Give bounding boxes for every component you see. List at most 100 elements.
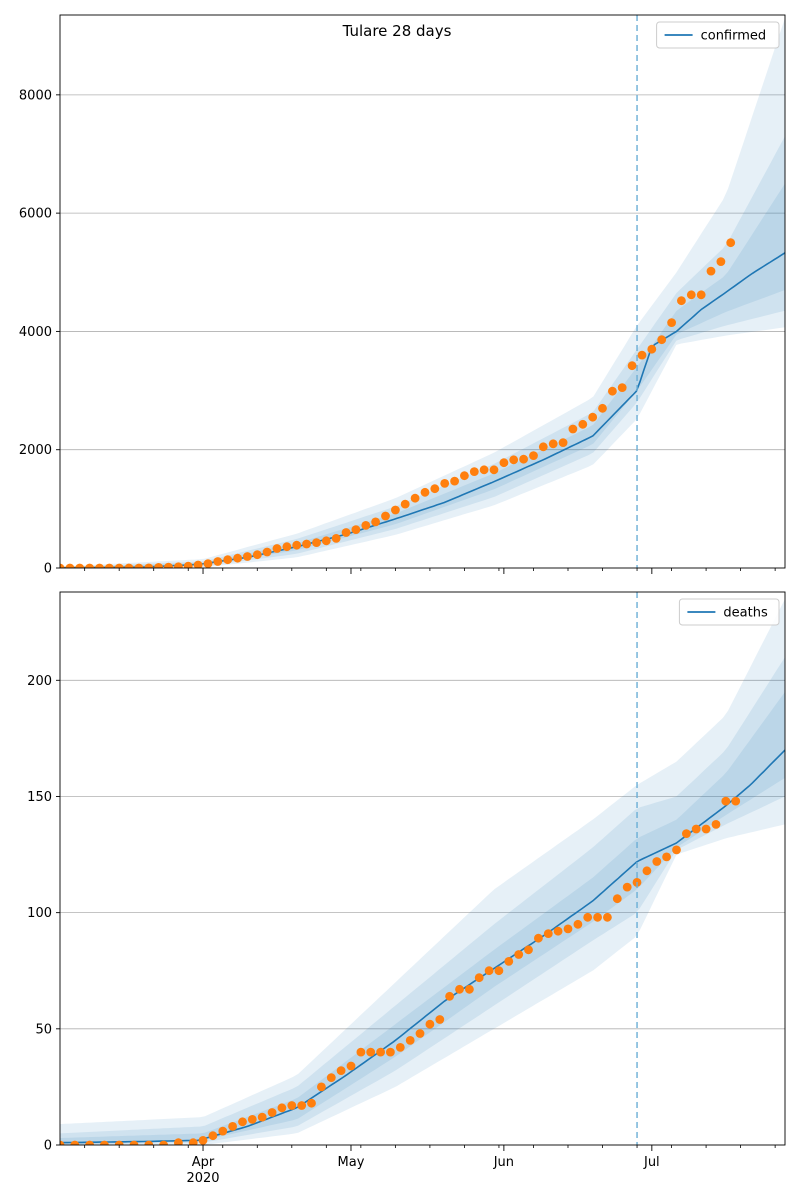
observed-point <box>203 559 213 568</box>
observed-point <box>701 824 711 834</box>
observed-point <box>469 467 479 476</box>
observed-point <box>223 555 233 565</box>
observed-point <box>381 511 390 521</box>
band-50pct <box>60 183 785 568</box>
y-tick-label: 0 <box>44 562 52 577</box>
observed-point <box>538 442 548 452</box>
y-tick-label: 50 <box>35 1022 52 1037</box>
observed-point <box>524 945 533 955</box>
observed-point <box>114 563 124 568</box>
observed-point <box>499 458 509 468</box>
observed-point <box>440 479 450 488</box>
y-tick-label: 6000 <box>19 207 52 222</box>
observed-point <box>504 957 514 966</box>
observed-point <box>366 1047 376 1057</box>
observed-point <box>435 1015 445 1024</box>
observed-point <box>617 383 627 392</box>
observed-point <box>608 386 617 396</box>
legend-label: deaths <box>723 606 768 621</box>
observed-point <box>627 361 637 371</box>
band-50pct <box>60 691 785 1145</box>
observed-point <box>519 454 528 464</box>
observed-point <box>391 505 400 515</box>
observed-point <box>277 1103 287 1113</box>
axes-frame <box>59 591 786 1146</box>
observed-point <box>603 912 612 922</box>
observed-point <box>731 796 741 806</box>
band-95pct <box>60 18 785 568</box>
observed-point <box>198 1136 208 1145</box>
observed-point <box>395 1043 405 1052</box>
observed-point <box>450 476 459 486</box>
observed-point <box>400 499 410 509</box>
observed-point <box>321 536 331 546</box>
observed-point <box>371 517 380 527</box>
observed-point <box>282 542 292 552</box>
observed-point <box>563 924 573 934</box>
observed-point <box>302 539 311 549</box>
observed-point <box>691 824 701 834</box>
observed-point <box>593 912 602 922</box>
observed-point <box>331 534 341 543</box>
observed-point <box>174 1138 183 1145</box>
observed-point <box>346 1061 356 1071</box>
observed-point <box>529 451 538 460</box>
legend-box <box>678 598 780 626</box>
observed-point <box>297 1101 307 1110</box>
observed-point <box>75 563 85 568</box>
legend: deaths <box>678 598 780 626</box>
band-95pct <box>60 599 785 1145</box>
observed-point <box>588 412 598 422</box>
observed-point <box>257 1112 267 1122</box>
observed-point <box>494 966 504 976</box>
observed-point <box>188 1138 198 1145</box>
observed-point <box>144 563 154 568</box>
observed-point <box>706 266 716 276</box>
observed-point <box>164 562 173 568</box>
observed-point <box>341 528 351 537</box>
observed-point <box>430 484 440 494</box>
observed-point <box>100 1140 109 1145</box>
y-tick-label: 4000 <box>19 325 52 340</box>
observed-point <box>95 563 104 568</box>
observed-point <box>129 1140 139 1145</box>
legend-box <box>656 21 780 49</box>
observed-point <box>479 465 489 475</box>
x-tick-label: Jun <box>493 1155 514 1170</box>
y-tick-label: 0 <box>44 1139 52 1154</box>
observed-point <box>124 563 134 568</box>
y-tick-label: 150 <box>27 790 52 805</box>
observed-point <box>652 857 662 866</box>
observed-point <box>445 991 454 1001</box>
observed-point <box>386 1047 395 1057</box>
observed-point <box>647 344 657 354</box>
observed-point <box>543 929 553 938</box>
observed-point <box>455 984 464 994</box>
observed-point <box>351 525 361 534</box>
observed-point <box>484 966 494 976</box>
observed-point <box>548 439 558 449</box>
x-tick-label: May <box>338 1155 365 1170</box>
observed-point <box>637 350 647 360</box>
observed-point <box>716 257 726 266</box>
observed-point <box>376 1047 385 1057</box>
observed-point <box>228 1122 238 1131</box>
observed-point <box>420 487 430 497</box>
observed-point <box>415 1029 425 1038</box>
observed-point <box>60 563 65 568</box>
legend-label: confirmed <box>701 29 767 44</box>
observed-point <box>711 820 721 829</box>
observed-point <box>465 984 474 994</box>
observed-point <box>70 1140 80 1145</box>
y-tick-label: 2000 <box>19 443 52 458</box>
observed-point <box>642 866 652 876</box>
observed-point <box>696 290 706 300</box>
confirmed-panel: 0 2000 4000 6000 8000 confirmed <box>19 14 786 577</box>
observed-point <box>726 238 736 248</box>
x-tick-label: Apr <box>192 1155 215 1170</box>
observed-point <box>233 553 243 563</box>
observed-point <box>208 1131 218 1141</box>
legend: confirmed <box>656 21 780 49</box>
